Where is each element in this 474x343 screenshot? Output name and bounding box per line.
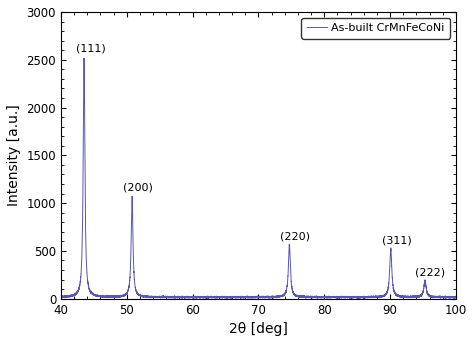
Y-axis label: Intensity [a.u.]: Intensity [a.u.] xyxy=(7,104,21,206)
As-built CrMnFeCoNi xyxy=(81,56,87,60)
As-built CrMnFeCoNi xyxy=(298,294,304,298)
As-built CrMnFeCoNi xyxy=(453,295,459,299)
Text: (200): (200) xyxy=(123,182,153,192)
Text: (220): (220) xyxy=(280,232,310,242)
As-built CrMnFeCoNi xyxy=(117,294,122,298)
Text: (311): (311) xyxy=(382,236,412,246)
As-built CrMnFeCoNi xyxy=(79,257,84,261)
Text: (222): (222) xyxy=(415,267,445,277)
As-built CrMnFeCoNi xyxy=(182,296,187,300)
As-built CrMnFeCoNi xyxy=(58,294,64,298)
As-built CrMnFeCoNi xyxy=(260,295,266,299)
X-axis label: 2θ [deg]: 2θ [deg] xyxy=(229,322,288,336)
As-built CrMnFeCoNi xyxy=(160,294,166,298)
Text: (111): (111) xyxy=(76,44,106,54)
As-built CrMnFeCoNi xyxy=(266,295,272,299)
Line: As-built CrMnFeCoNi: As-built CrMnFeCoNi xyxy=(61,58,456,298)
Legend: As-built CrMnFeCoNi: As-built CrMnFeCoNi xyxy=(301,17,450,39)
